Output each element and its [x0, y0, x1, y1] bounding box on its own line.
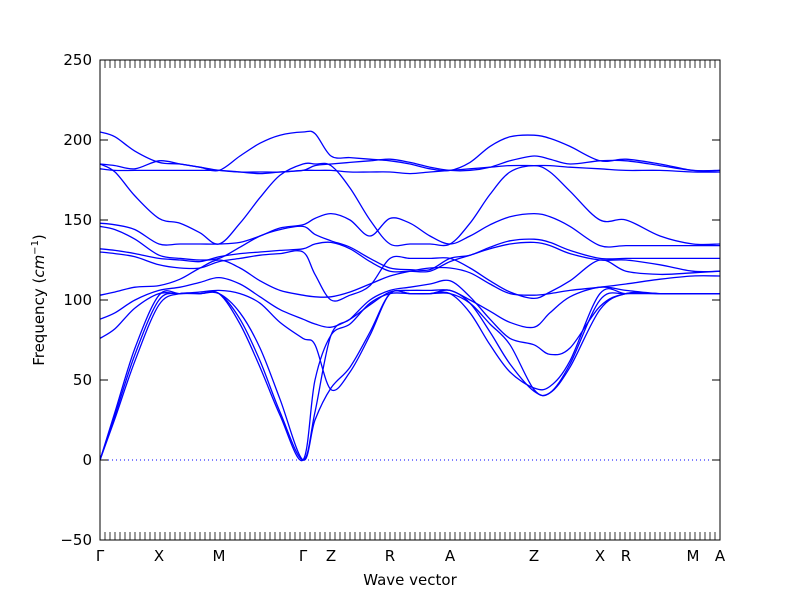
x-tick-label: A: [715, 547, 726, 565]
x-tick-label: Γ: [299, 547, 308, 565]
x-tick-label: A: [445, 547, 456, 565]
x-axis-label: Wave vector: [363, 571, 457, 589]
x-tick-label: Z: [326, 547, 336, 565]
x-tick-label: X: [595, 547, 605, 565]
y-axis-label: Frequency (cm−1): [30, 234, 48, 366]
band-lines: [100, 130, 720, 462]
band-line-9: [100, 259, 720, 298]
y-tick-labels: −50 0 50 100 150 200 250: [60, 51, 92, 549]
y-tick-label: −50: [60, 531, 92, 549]
x-tick-label: Γ: [96, 547, 105, 565]
y-tick-label: 200: [63, 131, 92, 149]
x-tick-label: X: [154, 547, 164, 565]
band-line-7: [100, 241, 720, 273]
x-tick-label: M: [213, 547, 226, 565]
y-tick-label: 50: [73, 371, 92, 389]
band-line-5: [100, 212, 720, 248]
y-axis-label-close: ): [30, 234, 48, 240]
y-axis-label-unit: cm: [30, 255, 48, 278]
x-tick-label: M: [687, 547, 700, 565]
y-axis-label-exponent: −1: [30, 240, 41, 255]
y-tick-label: 100: [63, 291, 92, 309]
x-tick-label: R: [385, 547, 395, 565]
x-tick-label: R: [621, 547, 631, 565]
x-tick-label: Z: [529, 547, 539, 565]
band-line-4: [100, 162, 720, 247]
y-axis-label-main: Frequency (: [30, 278, 48, 366]
y-tick-label: 250: [63, 51, 92, 69]
plot-frame: [99, 59, 721, 541]
y-tick-label: 150: [63, 211, 92, 229]
axis-ticks: [99, 59, 721, 541]
band-line-6: [100, 225, 720, 272]
band-line-14: [100, 290, 720, 462]
band-line-3: [100, 155, 720, 175]
y-tick-label: 0: [82, 451, 92, 469]
